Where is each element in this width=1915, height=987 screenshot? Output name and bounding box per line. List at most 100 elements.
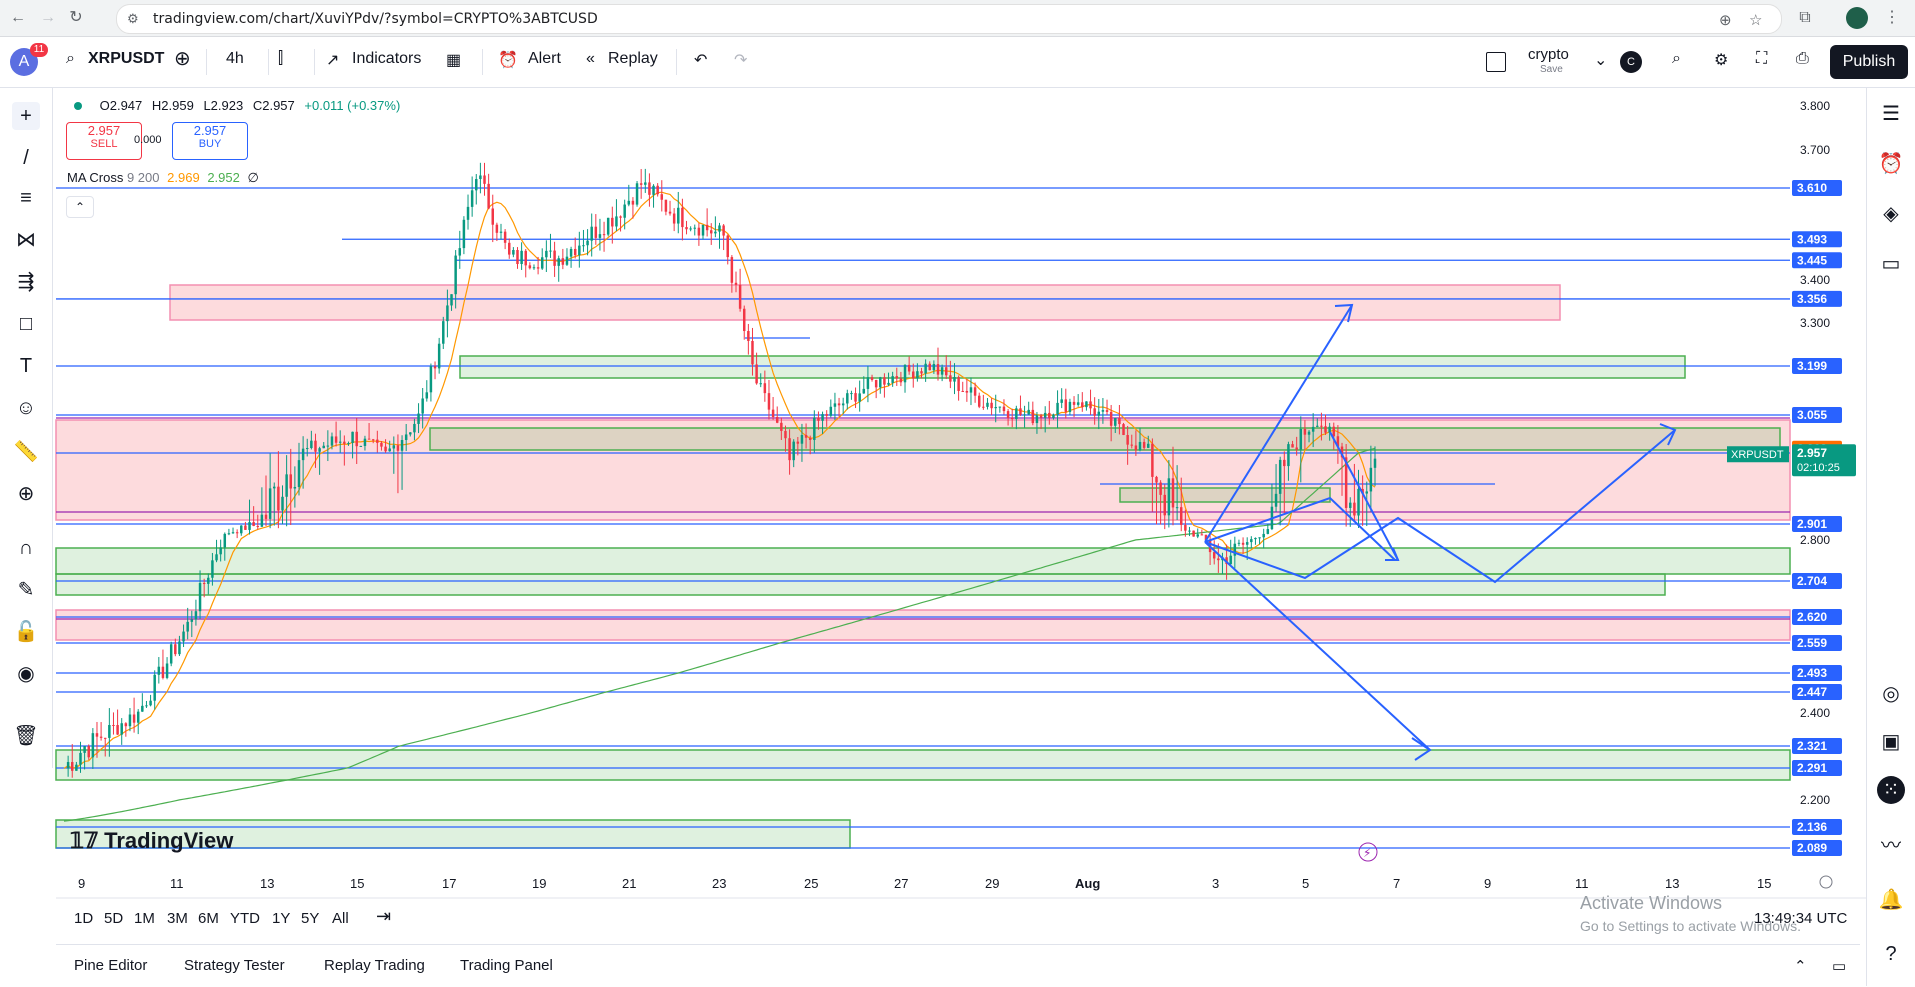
eye-icon[interactable]: ◉ <box>17 663 35 685</box>
indicators-icon[interactable]: ↗ <box>326 52 340 69</box>
range-1y[interactable]: 1Y <box>272 910 291 927</box>
candle-body <box>1303 428 1307 435</box>
tab-trading-panel[interactable]: Trading Panel <box>460 957 553 974</box>
candle-body <box>977 395 981 407</box>
range-1d[interactable]: 1D <box>74 910 94 927</box>
candles-icon[interactable]: ⫿ <box>278 50 284 67</box>
ma-fast-value: 2.969 <box>167 170 200 185</box>
chevron-up-icon[interactable]: ⌃ <box>1794 958 1807 975</box>
text-tool-icon[interactable]: T <box>19 355 33 377</box>
candle-body <box>404 434 408 441</box>
zoom-in-icon[interactable]: ⊕ <box>17 483 35 505</box>
candle-body <box>491 208 494 225</box>
broadcast-icon[interactable]: 〰 <box>1881 835 1901 857</box>
lock-icon[interactable]: 🔓 <box>13 621 39 643</box>
apps-grid-icon[interactable]: ⁙ <box>1877 776 1905 804</box>
crosshair-icon[interactable]: + <box>12 102 40 130</box>
maximize-panel-icon[interactable]: ▭ <box>1832 958 1847 975</box>
candle-body <box>1027 409 1030 415</box>
site-info-icon[interactable]: ⚙ <box>127 11 139 26</box>
replay-icon[interactable]: « <box>586 50 595 67</box>
trash-icon[interactable]: 🗑 <box>13 725 39 747</box>
candle-body <box>1307 431 1311 435</box>
candle-body <box>503 231 507 243</box>
price-axis[interactable] <box>1790 88 1866 898</box>
tab-pine-editor[interactable]: Pine Editor <box>74 957 148 974</box>
trendline-icon[interactable]: / <box>23 147 29 169</box>
replay-button[interactable]: Replay <box>608 50 658 67</box>
range-all[interactable]: All <box>332 910 349 927</box>
publish-button[interactable]: Publish <box>1830 45 1908 79</box>
undo-icon[interactable]: ↶ <box>694 52 708 69</box>
candle-body <box>1287 444 1290 467</box>
indicators-button[interactable]: Indicators <box>352 50 422 67</box>
candle-body <box>582 245 585 247</box>
zoom-icon[interactable]: ⊕ <box>1719 12 1732 29</box>
layers-icon[interactable]: ◈ <box>1883 203 1899 225</box>
tab-strategy-tester[interactable]: Strategy Tester <box>184 957 285 974</box>
fib-icon[interactable]: ≡ <box>20 187 32 209</box>
symbol-search[interactable]: XRPUSDT <box>88 50 165 67</box>
settings-icon[interactable]: ⚙ <box>1714 52 1729 69</box>
alert-button[interactable]: Alert <box>528 50 561 67</box>
profile-avatar[interactable] <box>1846 7 1868 29</box>
alert-icon[interactable]: ⏰ <box>498 52 518 69</box>
extensions-icon[interactable]: ⧉ <box>1799 9 1811 26</box>
candle-body <box>149 700 152 706</box>
range-3m[interactable]: 3M <box>167 910 188 927</box>
layout-checkbox[interactable] <box>1486 52 1506 72</box>
emoji-icon[interactable]: ☺ <box>15 397 37 419</box>
forecast-icon[interactable]: ⇶ <box>17 271 35 293</box>
search-icon[interactable]: ⌕ <box>66 50 75 67</box>
interval-selector[interactable]: 4h <box>226 50 244 67</box>
candle-body <box>194 611 198 620</box>
watchlist-icon[interactable]: ☰ <box>1882 103 1900 125</box>
range-5y[interactable]: 5Y <box>301 910 320 927</box>
ma-cross-legend[interactable]: MA Cross 9 200 2.969 2.952 ∅ <box>67 170 259 186</box>
alerts-clock-icon[interactable]: ⏰ <box>1878 153 1904 175</box>
tab-replay-trading[interactable]: Replay Trading <box>324 957 425 974</box>
compare-add-icon[interactable]: ⊕ <box>174 48 191 70</box>
lock-drawing-icon[interactable]: ✎ <box>17 579 35 601</box>
range-6m[interactable]: 6M <box>198 910 219 927</box>
goto-date-icon[interactable]: ⇥ <box>376 906 392 926</box>
forward-icon[interactable]: → <box>40 9 56 26</box>
candle-body <box>95 733 99 737</box>
magnet-icon[interactable]: ∩ <box>18 537 34 559</box>
buy-button[interactable]: 2.957 BUY <box>172 122 248 160</box>
layout-name[interactable]: crypto <box>1528 46 1569 63</box>
help-icon[interactable]: ? <box>1885 943 1897 965</box>
quick-search-icon[interactable]: ⌕ <box>1672 50 1681 67</box>
cloud-c-icon[interactable]: C <box>1620 51 1642 73</box>
shapes-icon[interactable]: □ <box>19 313 33 335</box>
candle-body <box>1064 399 1068 412</box>
calendar-icon[interactable]: ▣ <box>1881 731 1901 753</box>
candle-body <box>1056 402 1059 415</box>
chat-icon[interactable]: ▭ <box>1881 253 1901 275</box>
redo-icon[interactable]: ↷ <box>734 52 748 69</box>
range-1m[interactable]: 1M <box>134 910 155 927</box>
y-tick-label: 3.300 <box>1800 316 1830 330</box>
reload-icon[interactable]: ↻ <box>69 9 83 26</box>
back-icon[interactable]: ← <box>10 9 26 26</box>
fullscreen-icon[interactable]: ⛶ <box>1756 50 1768 67</box>
axis-settings-icon[interactable] <box>1819 875 1833 889</box>
ruler-icon[interactable]: 📏 <box>13 441 39 463</box>
bookmark-star-icon[interactable]: ☆ <box>1749 12 1763 29</box>
templates-icon[interactable]: ▦ <box>446 52 462 69</box>
pattern-icon[interactable]: ⋈ <box>16 229 36 251</box>
target-icon[interactable]: ◎ <box>1882 683 1900 705</box>
range-ytd[interactable]: YTD <box>230 910 260 927</box>
range-5d[interactable]: 5D <box>104 910 124 927</box>
lightning-event-icon[interactable] <box>1358 842 1378 862</box>
legend-low: L2.923 <box>203 98 244 113</box>
address-bar[interactable]: ⚙ tradingview.com/chart/XuviYPdv/?symbol… <box>116 4 1782 34</box>
utc-clock[interactable]: 13:49:34 UTC <box>1754 910 1848 927</box>
chevron-down-icon[interactable]: ⌄ <box>1594 52 1608 69</box>
menu-dots-icon[interactable]: ⋮ <box>1884 9 1900 26</box>
bell-icon[interactable]: 🔔 <box>1878 889 1904 911</box>
sell-button[interactable]: 2.957 SELL <box>66 122 142 160</box>
collapse-legend-icon[interactable]: ⌃ <box>66 196 94 218</box>
camera-icon[interactable]: ⎙ <box>1796 50 1809 67</box>
